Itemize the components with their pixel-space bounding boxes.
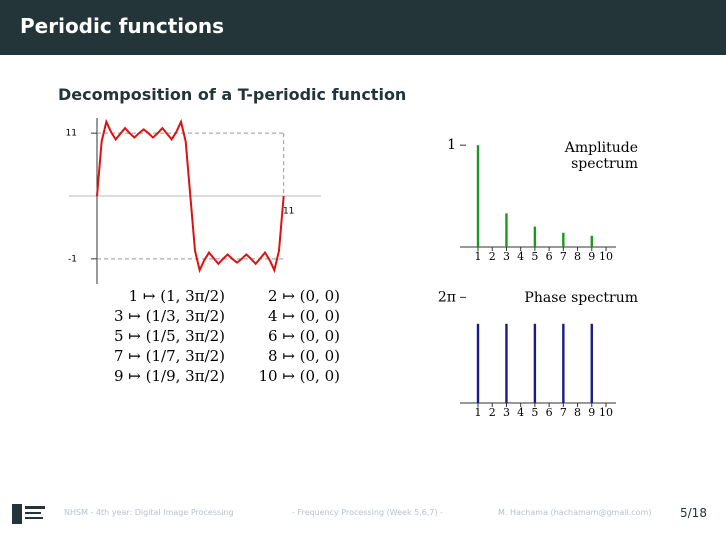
bar xyxy=(533,226,537,247)
x-tick-label: 5 xyxy=(531,250,538,263)
x-tick-label: 7 xyxy=(560,250,567,263)
bar xyxy=(476,323,480,403)
mapping-line: 4 ↦ (0, 0) xyxy=(268,307,340,325)
mapping-left: 1 ↦ (1, 3π/2) 3 ↦ (1/3, 3π/2) 5 ↦ (1/5, 3π… xyxy=(100,286,225,386)
x-tick-label: 1 xyxy=(475,250,482,263)
mapping-line: 6 ↦ (0, 0) xyxy=(268,327,340,345)
y-tick-label: 2π xyxy=(438,289,456,305)
x-tick-label: 2 xyxy=(489,250,496,263)
x-tick-label: 8 xyxy=(574,406,581,419)
bar xyxy=(505,213,508,247)
bar xyxy=(505,323,508,403)
page-number: 5/18 xyxy=(680,506,707,520)
y-tick-label: -1 xyxy=(68,254,77,264)
footer-right: M. Hachama (hachamam@gmail.com) xyxy=(498,508,652,517)
bar xyxy=(590,235,593,247)
x-tick-label: 4 xyxy=(517,250,524,263)
x-tick-label: 10 xyxy=(599,406,613,419)
x-tick-label: 4 xyxy=(517,406,524,419)
bar xyxy=(590,323,593,403)
x-tick-label: 6 xyxy=(546,406,553,419)
logo-mark xyxy=(25,506,45,509)
mapping-line: 10 ↦ (0, 0) xyxy=(258,367,340,385)
x-tick-label: 11 xyxy=(283,207,294,217)
logo xyxy=(12,504,45,524)
logo-mark xyxy=(25,512,41,514)
chart-title: Amplitude spectrum xyxy=(520,140,638,206)
x-tick-label: 9 xyxy=(588,250,595,263)
mapping-line: 2 ↦ (0, 0) xyxy=(268,287,340,305)
x-tick-label: 9 xyxy=(588,406,595,419)
logo-mark xyxy=(25,517,43,519)
mapping-line: 8 ↦ (0, 0) xyxy=(268,347,340,365)
mapping-line: 9 ↦ (1/9, 3π/2) xyxy=(113,367,225,385)
x-tick-label: 8 xyxy=(574,250,581,263)
x-tick-label: 1 xyxy=(475,406,482,419)
footer-middle: - Frequency Processing (Week 5,6,7) - xyxy=(292,508,444,517)
mapping-line: 5 ↦ (1/5, 3π/2) xyxy=(113,327,225,345)
x-tick-label: 2 xyxy=(489,406,496,419)
y-tick-label: 1 xyxy=(447,137,456,153)
x-tick-label: 3 xyxy=(503,250,510,263)
bar xyxy=(562,323,565,403)
y-tick-label: 11 xyxy=(66,129,77,139)
slide-title: Periodic functions xyxy=(20,14,225,38)
x-tick-label: 5 xyxy=(531,406,538,419)
footer-left: NHSM - 4th year: Digital Image Processin… xyxy=(64,508,234,517)
x-tick-label: 3 xyxy=(503,406,510,419)
mapping-line: 3 ↦ (1/3, 3π/2) xyxy=(113,307,225,325)
mapping-line: 7 ↦ (1/7, 3π/2) xyxy=(113,347,225,365)
bar xyxy=(476,145,480,247)
mapping-line: 1 ↦ (1, 3π/2) xyxy=(128,287,225,305)
chart-title: Phase spectrum xyxy=(480,290,638,306)
header: Periodic functions xyxy=(0,0,726,55)
logo-mark xyxy=(12,504,22,524)
x-tick-label: 6 xyxy=(546,250,553,263)
x-tick-label: 7 xyxy=(560,406,567,419)
bar xyxy=(533,323,537,403)
subtitle: Decomposition of a T-periodic function xyxy=(58,85,407,104)
bar xyxy=(562,232,565,247)
curve xyxy=(96,118,285,274)
mapping-right: 2 ↦ (0, 0) 4 ↦ (0, 0) 6 ↦ (0, 0) 8 ↦ (0, 0)… xyxy=(240,286,340,386)
x-tick-label: 10 xyxy=(599,250,613,263)
